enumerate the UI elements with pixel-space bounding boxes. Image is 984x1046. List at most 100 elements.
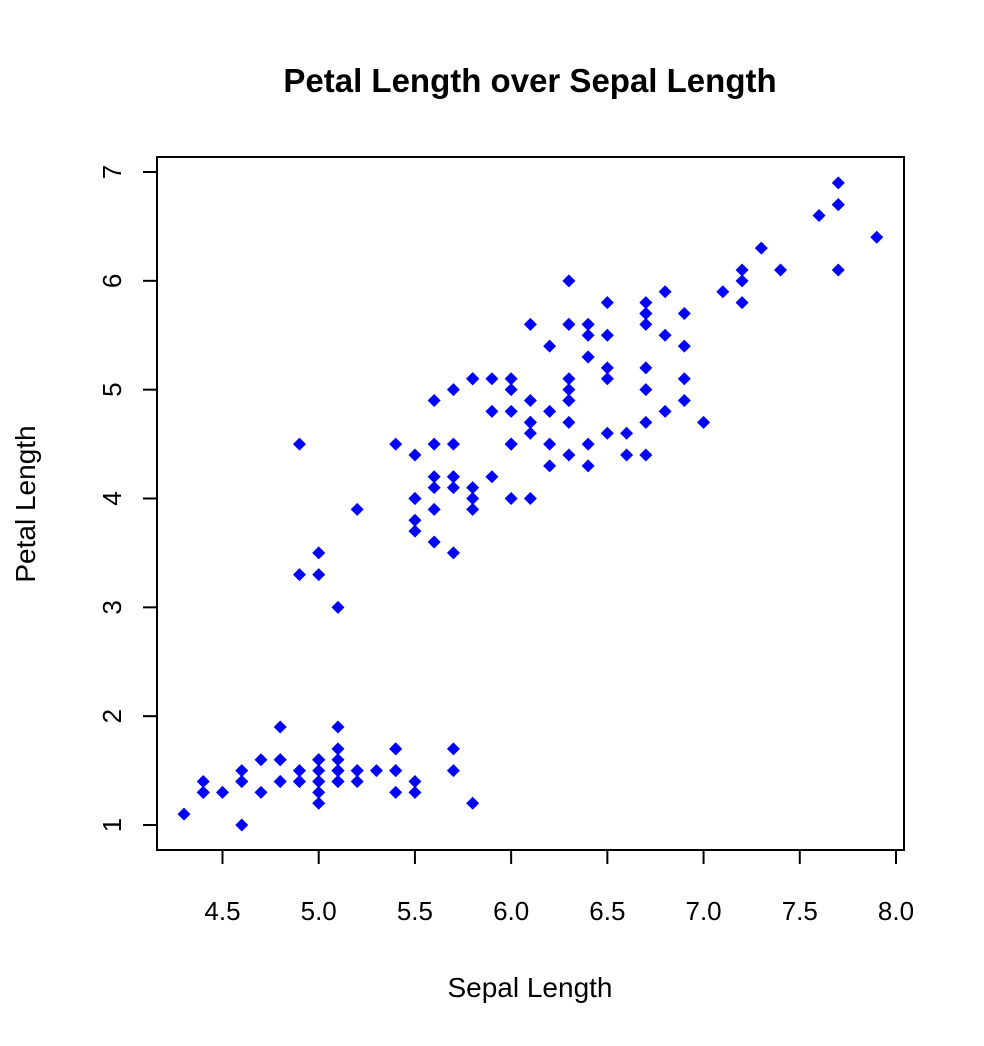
data-point bbox=[639, 448, 653, 462]
y-tick-label: 4 bbox=[97, 491, 127, 505]
data-point bbox=[831, 198, 845, 212]
x-tick-label: 5.0 bbox=[301, 896, 337, 926]
data-point bbox=[466, 372, 480, 386]
data-point bbox=[331, 774, 345, 788]
data-point bbox=[639, 415, 653, 429]
data-point bbox=[427, 437, 441, 451]
data-point bbox=[312, 796, 326, 810]
data-point bbox=[216, 785, 229, 799]
data-point bbox=[427, 502, 441, 516]
data-point bbox=[658, 328, 672, 342]
data-point bbox=[504, 372, 518, 386]
data-point bbox=[735, 263, 749, 277]
data-point bbox=[312, 568, 326, 582]
data-point bbox=[543, 437, 557, 451]
data-point bbox=[754, 241, 768, 255]
data-point bbox=[466, 481, 480, 495]
data-point bbox=[292, 774, 306, 788]
data-point bbox=[273, 720, 287, 734]
data-points bbox=[177, 176, 884, 832]
data-point bbox=[581, 350, 595, 364]
x-axis: 4.5 5.0 5.5 6.0 6.5 7.0 7.5 8.0 bbox=[204, 849, 914, 926]
data-point bbox=[196, 774, 210, 788]
data-point bbox=[408, 492, 422, 505]
data-point bbox=[177, 807, 191, 821]
data-point bbox=[427, 535, 441, 549]
data-point bbox=[504, 404, 518, 418]
data-point bbox=[543, 404, 557, 418]
data-point bbox=[639, 296, 653, 310]
x-tick-label: 8.0 bbox=[878, 896, 914, 926]
data-point bbox=[600, 296, 614, 310]
y-tick-label: 5 bbox=[97, 382, 127, 396]
data-point bbox=[446, 546, 460, 560]
data-point bbox=[620, 426, 634, 440]
data-point bbox=[562, 274, 576, 288]
data-point bbox=[292, 437, 306, 451]
x-tick-label: 6.0 bbox=[493, 896, 529, 926]
data-point bbox=[523, 492, 537, 505]
data-point bbox=[831, 176, 845, 190]
data-point bbox=[427, 394, 441, 408]
data-point bbox=[312, 753, 326, 767]
data-point bbox=[600, 328, 614, 342]
data-point bbox=[331, 600, 345, 614]
x-tick-label: 4.5 bbox=[204, 896, 240, 926]
data-point bbox=[677, 339, 691, 353]
x-axis-label: Sepal Length bbox=[447, 972, 612, 1003]
data-point bbox=[562, 372, 576, 386]
data-point bbox=[331, 764, 345, 778]
data-point bbox=[196, 785, 210, 799]
data-point bbox=[543, 339, 557, 353]
data-point bbox=[562, 383, 576, 397]
data-point bbox=[466, 492, 480, 505]
data-point bbox=[408, 513, 422, 527]
data-point bbox=[389, 785, 403, 799]
data-point bbox=[639, 317, 653, 331]
data-point bbox=[735, 274, 749, 288]
data-point bbox=[235, 774, 249, 788]
data-point bbox=[292, 764, 306, 778]
data-point bbox=[331, 720, 345, 734]
y-axis-label: Petal Length bbox=[10, 425, 41, 582]
data-point bbox=[273, 753, 287, 767]
data-point bbox=[639, 383, 653, 397]
data-point bbox=[504, 437, 518, 451]
data-point bbox=[523, 394, 537, 408]
data-point bbox=[581, 317, 595, 331]
data-point bbox=[235, 764, 249, 778]
data-point bbox=[446, 437, 460, 451]
data-point bbox=[312, 774, 326, 788]
data-point bbox=[408, 524, 422, 538]
data-point bbox=[677, 372, 691, 386]
data-point bbox=[658, 404, 672, 418]
data-point bbox=[466, 796, 480, 810]
data-point bbox=[312, 785, 326, 799]
data-point bbox=[254, 753, 268, 767]
data-point bbox=[446, 470, 460, 484]
data-point bbox=[600, 372, 614, 386]
data-point bbox=[389, 764, 403, 778]
data-point bbox=[831, 263, 845, 277]
data-point bbox=[562, 317, 576, 331]
data-point bbox=[389, 742, 403, 756]
data-point bbox=[870, 230, 884, 244]
data-point bbox=[523, 317, 537, 331]
data-point bbox=[389, 437, 403, 451]
data-point bbox=[408, 785, 422, 799]
data-point bbox=[620, 448, 634, 462]
data-point bbox=[716, 285, 730, 299]
data-point bbox=[408, 448, 422, 462]
data-point bbox=[427, 470, 441, 484]
y-tick-label: 3 bbox=[97, 600, 127, 614]
chart-title: Petal Length over Sepal Length bbox=[283, 62, 776, 99]
data-point bbox=[254, 785, 268, 799]
data-point bbox=[312, 546, 326, 560]
data-point bbox=[331, 742, 345, 756]
data-point bbox=[658, 285, 672, 299]
data-point bbox=[446, 764, 460, 778]
y-tick-label: 2 bbox=[97, 709, 127, 723]
data-point bbox=[292, 568, 306, 582]
data-point bbox=[235, 818, 249, 832]
